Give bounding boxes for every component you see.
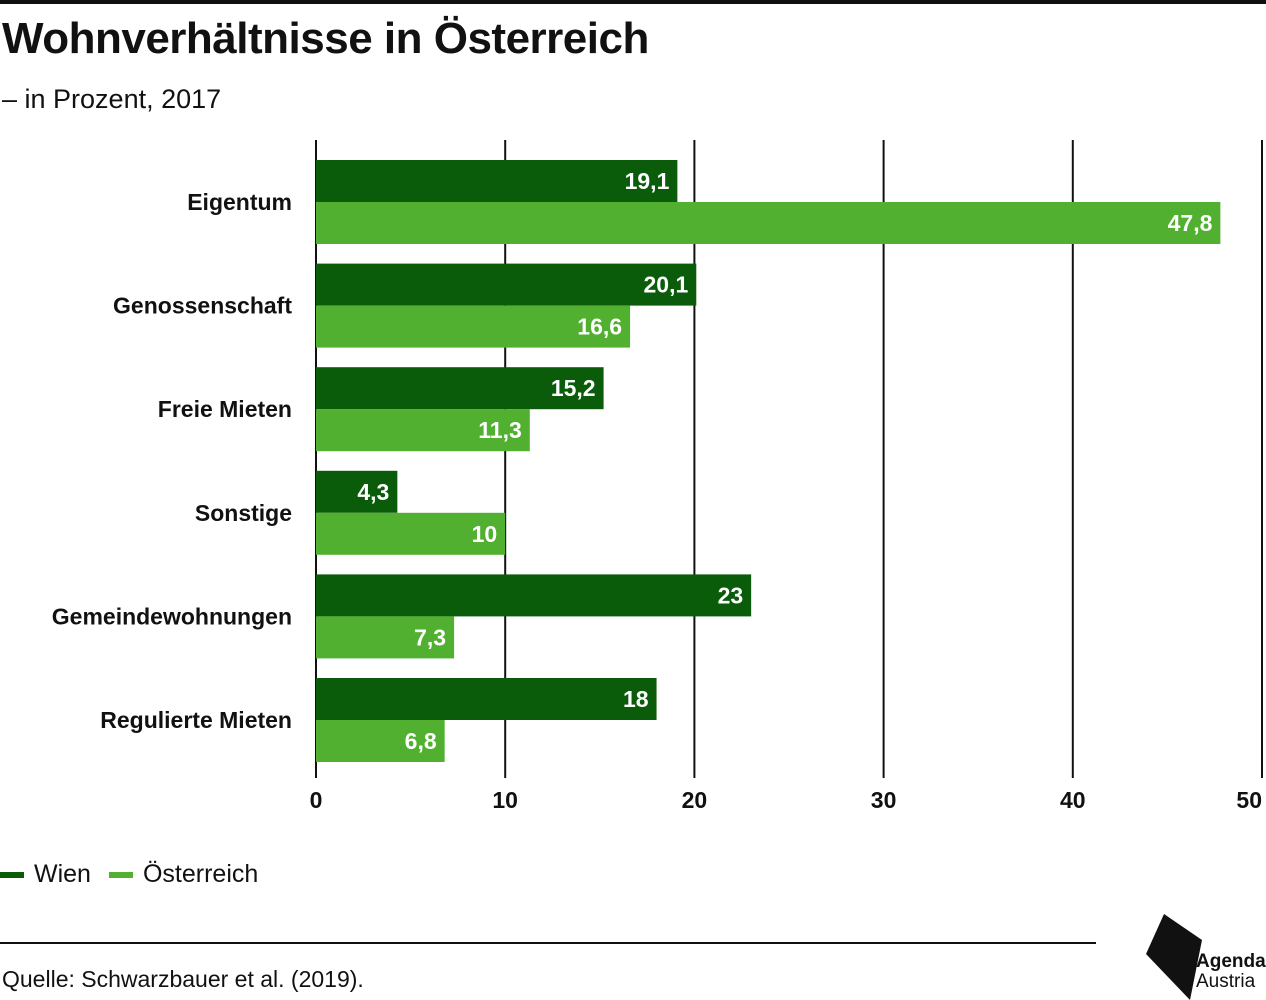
data-label-wien: 23 (718, 582, 744, 608)
bar-wien (316, 160, 678, 202)
legend-label-oesterreich: Österreich (142, 860, 259, 888)
bar-oesterreich (316, 512, 506, 555)
bar-oesterreich (316, 616, 455, 659)
x-tick-label-50: 50 (1236, 787, 1262, 813)
logo-line-1: Agenda (1196, 951, 1266, 972)
x-tick-label-10: 10 (492, 787, 518, 813)
x-tick-label-0: 0 (310, 787, 323, 813)
data-label-oesterreich: 7,3 (414, 624, 446, 650)
bar-layer (316, 160, 1221, 762)
x-tick-label-20: 20 (682, 787, 708, 813)
data-label-oesterreich: 16,6 (577, 314, 622, 340)
category-label: Eigentum (187, 189, 292, 215)
bar-oesterreich (316, 202, 1221, 244)
x-tick-label-40: 40 (1060, 787, 1086, 813)
grid-layer (315, 140, 1263, 778)
legend: Wien Österreich (0, 860, 276, 889)
data-label-oesterreich: 11,3 (478, 417, 522, 443)
chart-title: Wohnverhältnisse in Österreich (2, 14, 649, 63)
bar-wien (316, 470, 398, 513)
logo-line-2: Austria (1196, 971, 1256, 992)
bar-chart: 0 10 20 30 40 50 Eigentum 19,1 47,8 Genossenschaf… (52, 140, 1263, 813)
legend-item-oesterreich: Österreich (108, 860, 259, 889)
logo-text: Agenda Austria (1196, 952, 1266, 992)
category-label: Freie Mieten (158, 396, 292, 422)
data-label-wien: 19,1 (625, 168, 670, 194)
source-note: Quelle: Schwarzbauer et al. (2019). (2, 966, 364, 992)
data-label-wien: 20,1 (644, 272, 689, 298)
agenda-austria-logo (1146, 914, 1202, 1000)
bar-wien (316, 574, 752, 617)
category-label: Sonstige (195, 500, 292, 526)
data-label-oesterreich: 47,8 (1168, 210, 1213, 236)
label-layer: 0 10 20 30 40 50 Eigentum 19,1 47,8 Genossenschaf… (52, 168, 1262, 813)
x-tick-label-30: 30 (871, 787, 897, 813)
legend-swatch-oesterreich (108, 871, 133, 878)
bar-wien (316, 367, 604, 410)
legend-label-wien: Wien (34, 860, 91, 888)
bottom-rule (0, 942, 1096, 944)
data-label-oesterreich: 10 (472, 521, 498, 547)
data-label-wien: 18 (623, 686, 649, 712)
bar-oesterreich (316, 720, 445, 762)
top-rule (0, 0, 1266, 4)
data-label-wien: 15,2 (551, 375, 596, 401)
category-label: Gemeindewohnungen (52, 603, 292, 629)
legend-item-wien: Wien (0, 860, 91, 889)
data-label-oesterreich: 6,8 (405, 728, 437, 754)
bar-wien (316, 678, 657, 720)
logo-mark (1146, 914, 1202, 1000)
category-label: Regulierte Mieten (100, 707, 292, 733)
category-label: Genossenschaft (113, 293, 292, 319)
bar-wien (316, 263, 697, 306)
bar-oesterreich (316, 305, 631, 348)
bar-oesterreich (316, 409, 530, 452)
chart-subtitle: – in Prozent, 2017 (2, 84, 222, 114)
legend-swatch-wien (0, 871, 24, 878)
data-label-wien: 4,3 (357, 479, 389, 505)
